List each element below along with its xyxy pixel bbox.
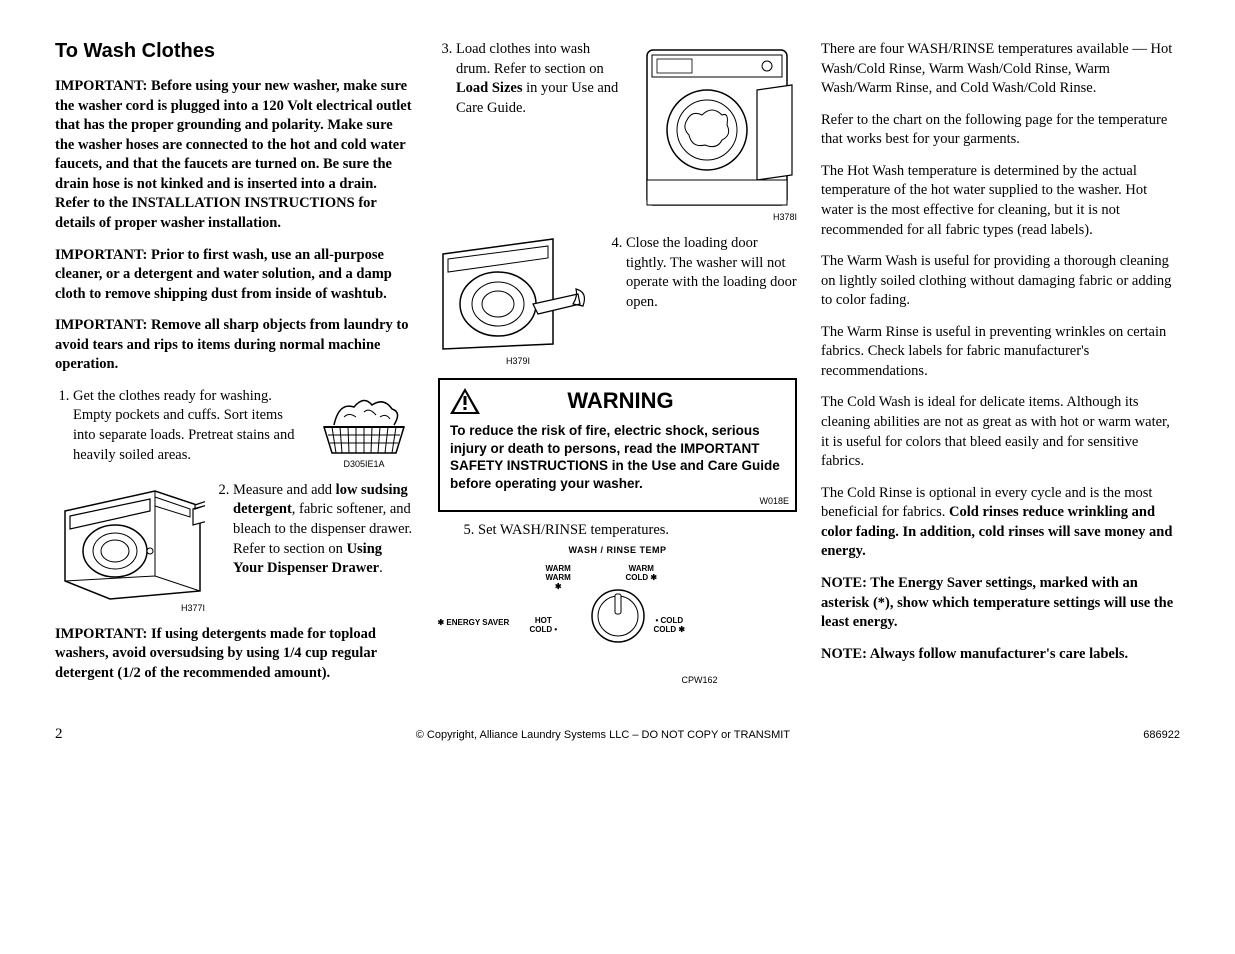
step-3-text: Load clothes into wash drum. Refer to se… bbox=[456, 40, 627, 118]
warning-box: WARNING To reduce the risk of fire, elec… bbox=[438, 378, 797, 512]
fig1-caption: D305IE1A bbox=[314, 459, 414, 469]
figure-close-door: H379I bbox=[438, 234, 598, 366]
fig5-caption: CPW162 bbox=[518, 675, 718, 685]
col3-p1: There are four WASH/RINSE temperatures a… bbox=[821, 40, 1180, 99]
dial-warm-cold: WARM COLD ✱ bbox=[626, 565, 658, 583]
step-2-row: H377I Measure and add low sudsing deterg… bbox=[55, 481, 414, 613]
fig4-caption: H379I bbox=[438, 356, 598, 366]
col3-note2: NOTE: Always follow manufacturer's care … bbox=[821, 645, 1180, 665]
warning-body: To reduce the risk of fire, electric sho… bbox=[440, 422, 795, 496]
basket-icon bbox=[314, 387, 414, 457]
dial-title: WASH / RINSE TEMP bbox=[518, 545, 718, 555]
col3-p3: The Hot Wash temperature is determined b… bbox=[821, 162, 1180, 240]
important-1: IMPORTANT: Before using your new washer,… bbox=[55, 77, 414, 234]
important-3: IMPORTANT: Remove all sharp objects from… bbox=[55, 316, 414, 375]
dial-warm-warm: WARM WARM✱ bbox=[546, 565, 571, 591]
heading: To Wash Clothes bbox=[55, 40, 414, 63]
warning-header: WARNING bbox=[440, 380, 795, 422]
page: To Wash Clothes IMPORTANT: Before using … bbox=[0, 0, 1235, 726]
important-4: IMPORTANT: If using detergents made for … bbox=[55, 625, 414, 684]
warning-code: W018E bbox=[440, 496, 795, 510]
dial-cold-cold: • COLD COLD ✱ bbox=[654, 617, 686, 635]
figure-load: H378I bbox=[637, 40, 797, 222]
fig3-caption: H378I bbox=[637, 212, 797, 222]
important-2: IMPORTANT: Prior to first wash, use an a… bbox=[55, 246, 414, 305]
energy-saver-label: ✱ ENERGY SAVER bbox=[438, 619, 510, 628]
column-1: To Wash Clothes IMPORTANT: Before using … bbox=[55, 40, 414, 696]
fig2-caption: H377I bbox=[55, 603, 205, 613]
col3-p2: Refer to the chart on the following page… bbox=[821, 111, 1180, 150]
step-3-row: Load clothes into wash drum. Refer to se… bbox=[438, 40, 797, 222]
step-4-row: H379I Close the loading door tightly. Th… bbox=[438, 234, 797, 366]
washer-close-door-icon bbox=[438, 234, 598, 354]
washer-dispenser-icon bbox=[55, 481, 205, 601]
page-number: 2 bbox=[55, 726, 63, 743]
col3-p4: The Warm Wash is useful for providing a … bbox=[821, 252, 1180, 311]
figure-basket: D305IE1A bbox=[314, 387, 414, 469]
washer-load-icon bbox=[637, 40, 797, 210]
column-3: There are four WASH/RINSE temperatures a… bbox=[821, 40, 1180, 696]
step-1-row: Get the clothes ready for washing. Empty… bbox=[55, 387, 414, 469]
column-2: Load clothes into wash drum. Refer to se… bbox=[438, 40, 797, 696]
step-4-text: Close the loading door tightly. The wash… bbox=[626, 234, 797, 312]
copyright: © Copyright, Alliance Laundry Systems LL… bbox=[416, 729, 790, 741]
step-5-text: Set WASH/RINSE temperatures. bbox=[478, 522, 797, 539]
footer: 2 © Copyright, Alliance Laundry Systems … bbox=[0, 726, 1235, 763]
warning-icon bbox=[448, 386, 482, 416]
figure-dispenser: H377I bbox=[55, 481, 205, 613]
dial-hot-cold: HOT COLD • bbox=[530, 617, 558, 635]
col3-p7: The Cold Rinse is optional in every cycl… bbox=[821, 484, 1180, 562]
dial-figure: WASH / RINSE TEMP WARM WARM✱ WARM COLD ✱… bbox=[518, 545, 718, 685]
warning-title: WARNING bbox=[488, 388, 787, 414]
step-2-text: Measure and add low sudsing detergent, f… bbox=[233, 481, 414, 579]
col3-p5: The Warm Rinse is useful in preventing w… bbox=[821, 323, 1180, 382]
col3-note1: NOTE: The Energy Saver settings, marked … bbox=[821, 574, 1180, 633]
dial-knob-icon bbox=[590, 588, 646, 644]
doc-code: 686922 bbox=[1143, 729, 1180, 741]
step-1-text: Get the clothes ready for washing. Empty… bbox=[73, 387, 304, 465]
col3-p6: The Cold Wash is ideal for delicate item… bbox=[821, 393, 1180, 471]
